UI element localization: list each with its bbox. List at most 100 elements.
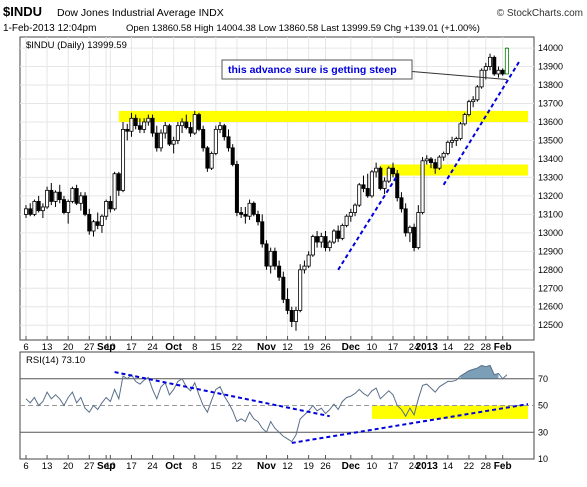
price-x-label-45: 15	[211, 342, 222, 353]
candle-body-106	[471, 99, 476, 103]
price-x-label-20: 10	[105, 342, 116, 353]
price-resistance-zone-0	[118, 110, 528, 122]
candle-body-66	[302, 265, 307, 271]
candle-body-54	[251, 202, 256, 215]
candle-body-67	[306, 254, 311, 267]
price-tick-label-13700: 13700	[538, 99, 563, 109]
candle-body-2	[32, 201, 37, 215]
price-x-label-105: 22	[464, 342, 475, 353]
candle-body-102	[454, 138, 459, 141]
price-resistance-zone-1	[380, 164, 528, 176]
rsi-x-label-62: 12	[282, 461, 293, 472]
rsi-x-label-57: Nov	[257, 461, 276, 472]
candle-body-48	[226, 136, 231, 149]
candle-body-93	[416, 212, 421, 249]
candle-body-4	[40, 206, 45, 212]
index-name: Dow Jones Industrial Average INDX	[57, 7, 224, 19]
candle-body-56	[260, 221, 265, 245]
price-tick-label-13500: 13500	[538, 135, 563, 145]
quote-datetime: 1-Feb-2013 12:04pm	[3, 23, 96, 34]
price-tick-label-12700: 12700	[538, 283, 563, 293]
annotation-text: this advance sure is getting steep	[228, 64, 397, 76]
rsi-tick-label-30: 30	[538, 427, 548, 437]
rsi-x-label-100: 14	[443, 461, 454, 472]
candle-body-55	[256, 213, 261, 223]
candle-body-20	[108, 201, 113, 210]
candle-body-58	[268, 250, 273, 267]
candle-body-110	[488, 56, 493, 67]
candle-body-44	[209, 152, 214, 169]
candle-body-15	[87, 213, 92, 232]
stockcharts-credit: © StockCharts.com	[497, 8, 583, 19]
price-tick-label-13200: 13200	[538, 191, 563, 201]
candle-body-41	[196, 114, 201, 130]
candle-body-68	[310, 236, 315, 256]
candle-body-78	[353, 204, 358, 213]
candle-body-38	[184, 121, 189, 128]
candle-body-52	[243, 213, 248, 217]
candle-body-36	[175, 125, 180, 141]
candle-body-45	[213, 128, 218, 154]
candle-body-1	[28, 208, 33, 215]
candle-body-51	[239, 212, 244, 215]
rsi-trendline-0	[114, 371, 330, 418]
price-x-label-92: 24	[409, 342, 420, 353]
price-x-label-109: 28	[481, 342, 492, 353]
candle-body-28	[142, 121, 147, 130]
candle-body-90	[403, 208, 408, 234]
candle-body-8	[57, 191, 62, 200]
candle-body-71	[323, 236, 328, 249]
candle-body-46	[218, 125, 223, 130]
candle-body-96	[428, 158, 433, 164]
candle-body-91	[407, 226, 412, 234]
price-x-label-95: 2013	[416, 342, 439, 353]
price-legend: $INDU (Daily) 13999.59	[26, 40, 127, 51]
candle-body-88	[395, 173, 400, 199]
candle-body-26	[133, 117, 138, 127]
price-x-label-113: Feb	[494, 342, 512, 353]
rsi-x-label-45: 15	[211, 461, 222, 472]
candle-body-32	[158, 132, 163, 149]
candle-body-24	[125, 128, 130, 132]
rsi-x-label-109: 28	[481, 461, 492, 472]
candle-body-5	[45, 189, 50, 208]
rsi-legend: RSI(14) 73.10	[26, 355, 85, 366]
price-x-label-15: 27	[84, 342, 95, 353]
rsi-x-label-40: 8	[192, 461, 197, 472]
price-panel: 12500 12600 12700 12800 12900 13000 13100 13200…	[19, 36, 563, 341]
candle-body-50	[234, 164, 239, 213]
annotation-box	[221, 59, 413, 80]
candle-body-22	[116, 173, 121, 191]
candle-body-27	[137, 125, 142, 130]
candle-body-105	[466, 101, 471, 115]
candle-body-40	[192, 114, 197, 134]
candle-body-64	[293, 310, 298, 322]
candle-body-17	[95, 221, 100, 226]
candle-body-62	[285, 298, 290, 311]
price-x-label-30: 24	[147, 342, 158, 353]
rsi-x-label-82: 10	[367, 461, 378, 472]
rsi-x-label-19: Sep	[97, 461, 115, 472]
rsi-x-label-87: 17	[388, 461, 399, 472]
candle-body-79	[357, 184, 362, 206]
rsi-x-label-35: Oct	[165, 461, 182, 472]
price-tick-label-13800: 13800	[538, 80, 563, 90]
price-x-label-67: 19	[303, 342, 314, 353]
candle-body-43	[205, 147, 210, 169]
candle-body-47	[222, 125, 227, 138]
candle-body-89	[399, 197, 404, 210]
candle-body-0	[23, 208, 28, 215]
candle-body-7	[53, 191, 58, 202]
candle-body-103	[458, 123, 463, 140]
rsi-tick-label-50: 50	[538, 401, 548, 411]
candle-body-16	[91, 221, 96, 232]
candle-body-49	[230, 147, 235, 165]
symbol-title: $INDU	[3, 4, 42, 19]
candle-body-97	[433, 162, 438, 169]
candle-body-86	[386, 167, 391, 182]
candle-body-53	[247, 202, 252, 217]
candle-body-37	[180, 121, 185, 127]
candle-body-14	[83, 195, 88, 215]
